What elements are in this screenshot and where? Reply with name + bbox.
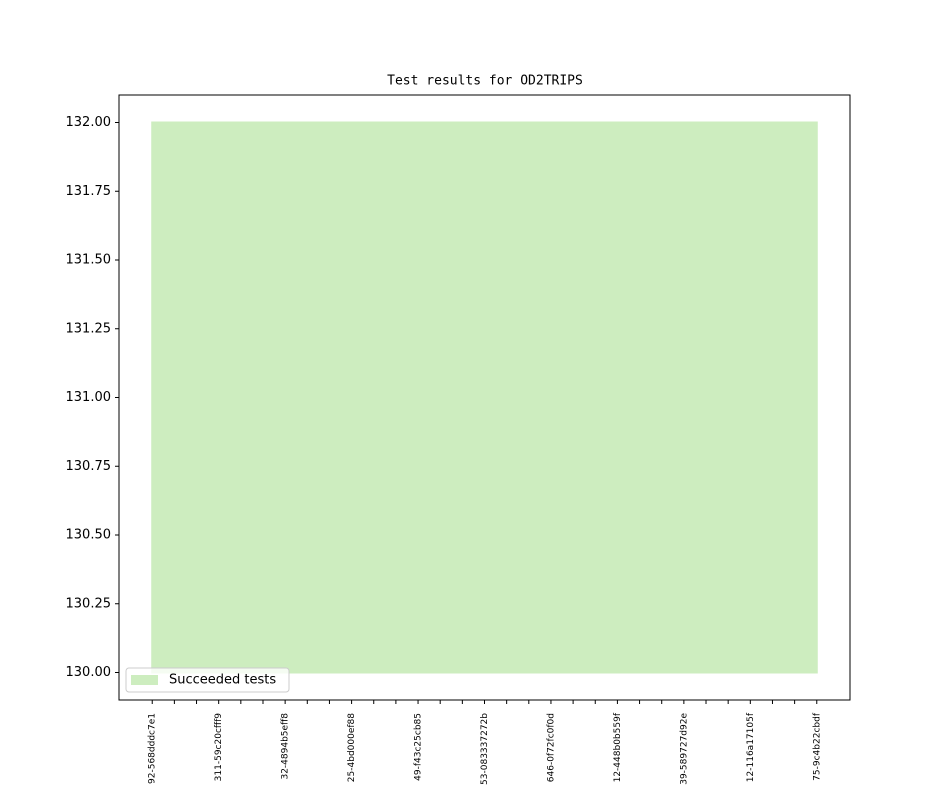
x-tick-label: 646-0f72fc0f0d: [546, 713, 556, 782]
area: [151, 121, 818, 674]
x-tick-label: 75-9c4b22cbdf: [812, 712, 822, 781]
y-tick-label: 131.00: [66, 390, 112, 405]
y-tick-label: 130.50: [66, 528, 112, 543]
legend-label: Succeeded tests: [169, 673, 276, 688]
y-tick-label: 131.75: [66, 184, 112, 199]
x-tick-label: 25-4bd000ef88: [347, 713, 357, 782]
chart-title: Test results for OD2TRIPS: [387, 74, 583, 89]
legend-frame: [125, 667, 290, 693]
x-tick-label: 39-589727d92e: [679, 713, 689, 785]
legend-swatch: [131, 675, 158, 685]
x-tick-label: 12-448b0b559f: [613, 712, 623, 782]
x-tick-label: 92-568dddc7e1: [148, 713, 158, 784]
x-tick-label: 53-083337272b: [480, 713, 490, 785]
y-tick-label: 132.00: [66, 115, 112, 130]
x-tick-label: 12-116a17105f: [746, 712, 756, 782]
y-tick-label: 130.75: [66, 459, 112, 474]
x-tick-label: 32-4894b5eff8: [281, 713, 291, 780]
y-tick-label: 130.00: [66, 665, 112, 680]
x-tick-label: 311-59c20cfff9: [214, 713, 224, 782]
x-tick-label: 49-f43c25cb85: [414, 713, 424, 781]
y-tick-label: 131.50: [66, 253, 112, 268]
y-tick-label: 131.25: [66, 321, 112, 336]
legend: Succeeded tests: [125, 667, 290, 693]
y-tick-label: 130.25: [66, 596, 112, 611]
